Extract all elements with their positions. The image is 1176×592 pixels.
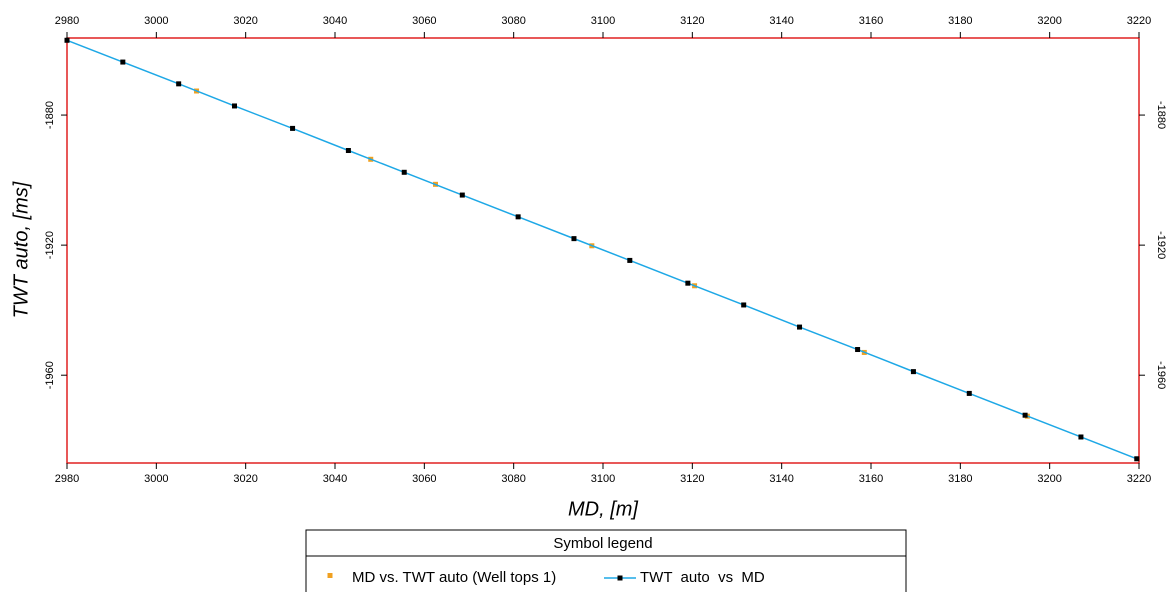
- y-tick-label: -1920: [44, 231, 56, 259]
- x-tick-label-top: 3020: [233, 15, 257, 27]
- x-tick-label-top: 3160: [859, 15, 883, 27]
- legend-label: TWT auto vs MD: [640, 569, 765, 586]
- x-tick-label: 2980: [55, 473, 79, 485]
- y-tick-label-right: -1880: [1155, 101, 1167, 129]
- legend-box: [305, 529, 907, 592]
- point: [571, 236, 577, 242]
- point: [120, 59, 126, 65]
- y-tick-label: -1960: [44, 361, 56, 389]
- x-tick-label-top: 2980: [55, 15, 79, 27]
- x-tick-label: 3060: [412, 473, 436, 485]
- x-tick-label: 3080: [501, 473, 525, 485]
- x-tick-label: 3180: [948, 473, 972, 485]
- point: [64, 37, 70, 43]
- point: [685, 280, 691, 286]
- x-tick-label: 3020: [233, 473, 257, 485]
- y-tick-label: -1880: [44, 101, 56, 129]
- x-tick-label-top: 3180: [948, 15, 972, 27]
- legend-title: Symbol legend: [553, 535, 652, 552]
- x-tick-label-top: 3100: [591, 15, 615, 27]
- x-tick-label: 3120: [680, 473, 704, 485]
- point: [345, 148, 351, 154]
- y-axis-label: TWT auto, [ms]: [10, 181, 32, 318]
- point: [515, 214, 521, 220]
- point: [290, 125, 296, 131]
- legend-label: MD vs. TWT auto (Well tops 1): [352, 569, 556, 586]
- point: [232, 103, 237, 109]
- x-tick-label-top: 3040: [323, 15, 347, 27]
- x-tick-label-top: 3220: [1127, 15, 1151, 27]
- point: [797, 324, 803, 330]
- x-tick-label-top: 3140: [769, 15, 793, 27]
- x-tick-label: 3040: [323, 473, 347, 485]
- x-axis-label: MD, [m]: [568, 498, 638, 520]
- point: [855, 347, 861, 353]
- point: [966, 390, 972, 396]
- x-tick-label: 3200: [1037, 473, 1061, 485]
- point: [176, 81, 182, 87]
- y-tick-label-right: -1920: [1155, 231, 1167, 259]
- point: [1022, 412, 1028, 418]
- x-tick-label-top: 3120: [680, 15, 704, 27]
- legend-marker: [617, 575, 623, 581]
- point: [401, 169, 407, 175]
- x-tick-label: 3160: [859, 473, 883, 485]
- series-line: [66, 39, 1138, 460]
- point: [1134, 456, 1140, 462]
- x-tick-label: 3220: [1127, 473, 1151, 485]
- point: [459, 192, 465, 198]
- point: [627, 257, 633, 263]
- point: [1078, 434, 1084, 440]
- x-tick-label: 3000: [144, 473, 168, 485]
- x-tick-label-top: 3080: [501, 15, 525, 27]
- x-tick-label: 3100: [591, 473, 615, 485]
- x-tick-label-top: 3060: [412, 15, 436, 27]
- x-tick-label-top: 3000: [144, 15, 168, 27]
- point: [741, 302, 747, 308]
- legend-marker: [327, 573, 333, 578]
- y-tick-label-right: -1960: [1155, 361, 1167, 389]
- point: [910, 369, 916, 375]
- x-tick-label: 3140: [769, 473, 793, 485]
- x-tick-label-top: 3200: [1037, 15, 1061, 27]
